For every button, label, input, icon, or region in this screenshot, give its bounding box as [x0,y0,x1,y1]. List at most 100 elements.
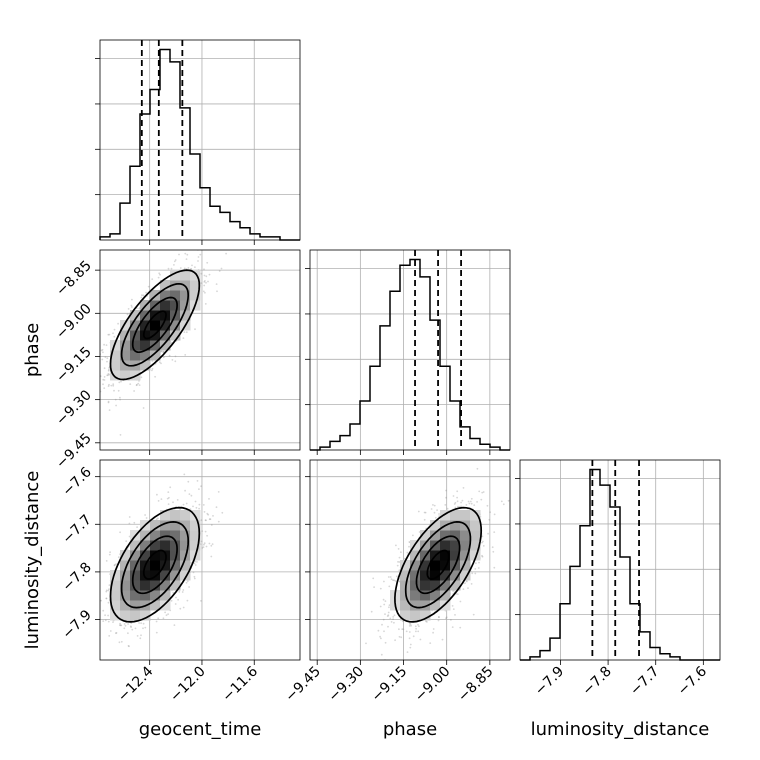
density-cell [140,530,151,541]
density-cell [440,530,451,541]
sample-point [387,611,390,614]
density-cell [450,580,461,591]
sample-point [127,645,130,647]
sample-point [187,480,190,483]
sample-point [379,605,382,608]
sample-point [379,635,381,638]
sample-point [107,400,110,403]
sample-point [221,511,224,514]
density-cell [130,340,141,351]
sample-point [131,306,133,308]
density-cell [150,530,161,541]
sample-point [205,545,208,548]
sample-point [160,350,162,353]
sample-point [462,487,465,489]
sample-point [388,604,391,607]
sample-point [398,635,401,638]
sample-point [186,253,189,256]
contour-line [120,521,190,609]
sample-point [400,551,402,554]
sample-point [408,637,411,640]
sample-point [105,590,108,593]
sample-point [451,605,454,607]
sample-point [126,548,129,551]
sample-point [190,494,193,497]
sample-point [419,638,422,641]
density-cell [140,580,151,591]
sample-point [418,625,420,628]
contour-line [394,506,483,623]
density-cell [180,560,191,571]
sample-point [216,290,218,293]
density-cell [430,530,441,541]
sample-point [162,356,165,359]
sample-point [191,264,193,267]
sample-point [145,517,148,519]
density-cell [460,560,471,571]
density-cell [180,540,191,551]
sample-point [393,621,395,624]
sample-point [120,624,123,627]
sample-point [113,328,116,331]
sample-point [94,647,96,649]
sample-point [467,587,469,589]
sample-point [402,628,405,631]
sample-point [112,383,115,386]
density-cell [190,280,201,291]
sample-point [474,572,477,575]
density-cell [120,590,131,601]
density-cell [140,330,151,341]
sample-point [105,344,108,346]
sample-point [156,493,158,496]
sample-point [383,603,386,606]
density-cell [420,600,431,611]
density-cell [150,590,161,601]
density-cell [170,330,181,341]
sample-point [430,508,433,510]
sample-point [173,260,176,263]
density-cell [150,320,161,331]
sample-point [389,617,392,620]
sample-point [194,500,197,503]
density-cell [130,560,141,571]
density-cell [160,510,171,521]
density-cell [160,580,171,591]
sample-point [136,383,138,386]
density-cell [160,320,171,331]
sample-point [395,544,397,547]
sample-point [212,515,214,517]
sample-point [471,572,474,575]
histogram-panel-geocent_time [95,39,301,245]
sample-point [417,510,420,513]
sample-point [86,607,88,609]
sample-point [384,613,386,615]
sample-point [128,522,131,525]
contour-line [142,310,167,340]
sample-point [469,500,472,503]
sample-point [103,367,106,370]
sample-point [154,375,157,378]
sample-point [193,577,196,580]
sample-point [461,499,464,502]
sample-point [365,642,367,645]
sample-point [452,608,455,610]
sample-point [217,491,220,493]
y-tick-label: −9.00 [53,301,95,343]
sample-point [113,564,116,567]
sample-point [438,616,440,618]
sample-point [105,597,108,600]
sample-point [85,381,87,383]
sample-point [204,530,207,533]
sample-point [174,355,177,358]
sample-point [88,654,90,656]
sample-point [83,427,85,429]
density-cell [140,540,151,551]
sample-point [200,272,203,275]
density-cell [410,610,421,621]
sample-point [103,387,106,389]
density-cell [160,340,171,351]
contour-line [404,521,472,609]
sample-point [131,628,134,631]
sample-point [444,504,447,506]
sample-point [185,258,188,260]
